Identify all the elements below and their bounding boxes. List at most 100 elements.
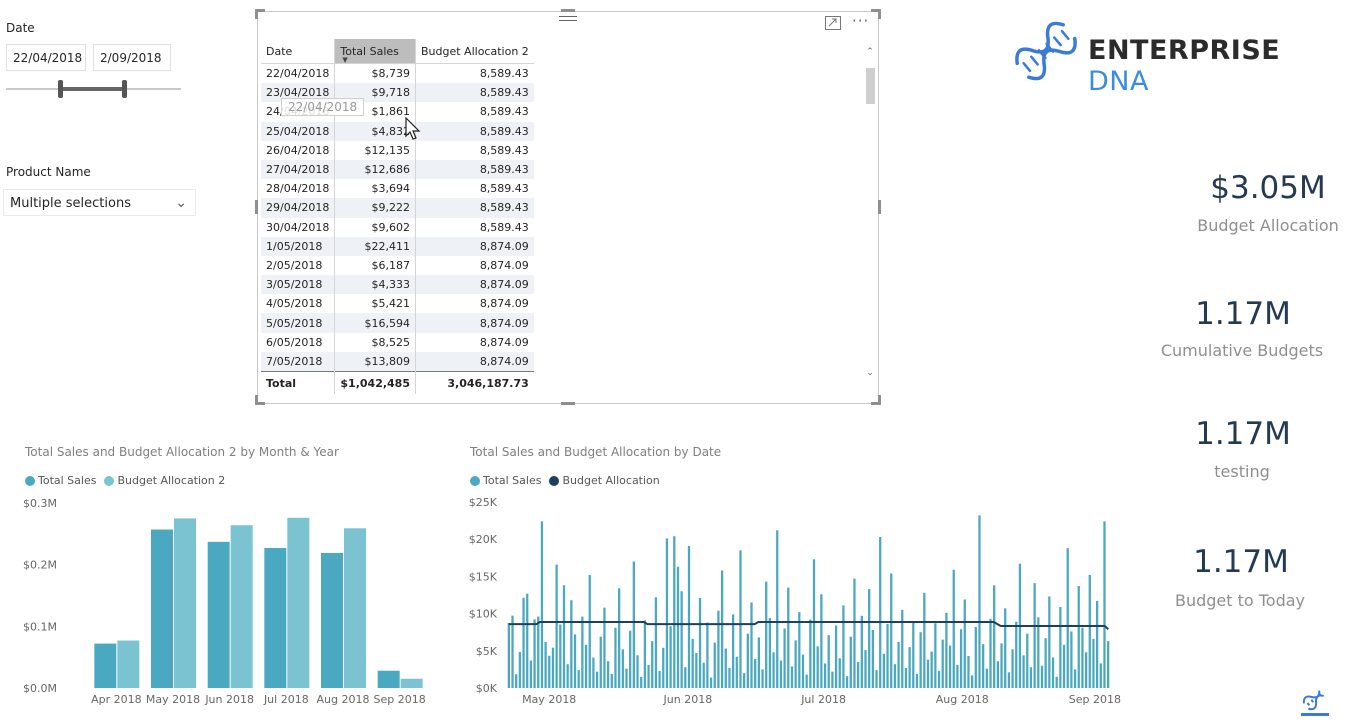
resize-handle-bottom-right-v[interactable]: [878, 395, 881, 405]
cell-date: 7/05/2018: [261, 351, 336, 372]
monthly-bar-chart[interactable]: $0.0M $0.1M $0.2M $0.3M Apr 2018 May 2018 Jun …: [0, 490, 440, 715]
resize-handle-top-left-v[interactable]: [255, 9, 258, 19]
resize-handle-left[interactable]: [255, 200, 258, 214]
column-total-sales: [893, 664, 897, 688]
cell-date: 1/05/2018: [261, 236, 336, 256]
resize-handle-top-right[interactable]: [871, 9, 881, 12]
table-row[interactable]: 28/04/2018 $3,694 8,589.43: [261, 179, 534, 199]
product-name-dropdown[interactable]: Multiple selections ⌄: [3, 189, 196, 216]
column-total-sales: [970, 675, 974, 688]
focus-mode-icon[interactable]: [825, 15, 841, 30]
bar-total-sales: [264, 548, 287, 688]
resize-handle-bottom[interactable]: [561, 402, 575, 405]
column-total-sales: [993, 585, 996, 688]
cell-date: 26/04/2018: [261, 140, 336, 160]
table-row[interactable]: 2/05/2018 $6,187 8,874.09: [261, 255, 534, 276]
legend-label: Budget Allocation 2: [117, 474, 226, 487]
cell-total-sales: $4,333: [334, 275, 416, 295]
column-total-sales: [529, 660, 533, 688]
cell-total-sales: $12,686: [334, 159, 416, 180]
table-row[interactable]: 3/05/2018 $4,333 8,874.09: [261, 275, 534, 295]
total-sales-value: $1,042,485: [334, 371, 416, 394]
column-total-sales: [713, 642, 716, 688]
enterprise-dna-logo: ENTERPRISE DNA: [1088, 35, 1345, 97]
column-total-sales: [809, 619, 812, 688]
table-row[interactable]: 30/04/2018 $9,602 8,589.43: [261, 217, 534, 237]
table-row[interactable]: 7/05/2018 $13,809 8,874.09: [261, 351, 534, 372]
resize-handle-top-right-v[interactable]: [878, 9, 881, 19]
column-header-date[interactable]: Date: [261, 39, 336, 64]
column-total-sales: [720, 570, 724, 688]
x-tick-label: Jul 2018: [263, 693, 309, 706]
table-row[interactable]: 29/04/2018 $9,222 8,589.43: [261, 198, 534, 218]
resize-handle-bottom-right[interactable]: [871, 402, 881, 405]
bar-total-sales: [151, 529, 173, 688]
table-row[interactable]: 4/05/2018 $5,421 8,874.09: [261, 294, 534, 314]
subscribe-dna-icon[interactable]: [1300, 686, 1330, 722]
cell-date: 5/05/2018: [261, 313, 336, 333]
column-total-sales: [592, 657, 595, 688]
resize-handle-top[interactable]: [561, 9, 575, 12]
column-total-sales: [901, 609, 904, 688]
table-total-row: Total $1,042,485 3,046,187.73: [261, 371, 534, 394]
drag-handle-icon[interactable]: [559, 14, 577, 23]
cell-budget-allocation-2: 8,589.43: [415, 121, 534, 141]
column-total-sales: [511, 615, 514, 688]
column-total-sales: [890, 573, 893, 688]
column-total-sales: [687, 545, 691, 688]
column-total-sales: [709, 677, 713, 688]
table-row[interactable]: 6/05/2018 $8,525 8,874.09: [261, 332, 534, 352]
cell-total-sales: $12,135: [334, 140, 416, 160]
table-row[interactable]: 22/04/2018 $8,739 8,589.43: [261, 63, 534, 84]
scroll-up-icon[interactable]: ⌃: [866, 47, 874, 57]
table-row[interactable]: 27/04/2018 $12,686 8,589.43: [261, 159, 534, 180]
column-total-sales: [584, 644, 588, 688]
column-header-total-sales[interactable]: Total Sales ▼: [334, 39, 416, 64]
date-slider-end-handle[interactable]: [122, 80, 127, 98]
legend-item-budget-allocation-2[interactable]: Budget Allocation 2: [104, 474, 225, 487]
y-tick-label: $0.2M: [23, 559, 57, 572]
product-slicer-title: Product Name: [6, 165, 91, 179]
monthly-chart-title: Total Sales and Budget Allocation 2 by M…: [25, 445, 339, 459]
table-row[interactable]: 23/04/2018 $9,718 8,589.43: [261, 83, 534, 103]
chevron-down-icon: ⌄: [175, 195, 187, 211]
column-total-sales: [816, 646, 819, 688]
date-end-input[interactable]: 2/09/2018: [93, 44, 171, 71]
date-slider-start-handle[interactable]: [58, 80, 63, 98]
column-total-sales: [812, 559, 816, 688]
table-row[interactable]: 26/04/2018 $12,135 8,589.43: [261, 140, 534, 160]
column-total-sales: [570, 600, 573, 688]
table-row[interactable]: 1/05/2018 $22,411 8,874.09: [261, 236, 534, 256]
resize-handle-right[interactable]: [878, 200, 881, 214]
cell-budget-allocation-2: 8,874.09: [415, 313, 534, 333]
column-total-sales: [595, 671, 599, 688]
resize-handle-top-left[interactable]: [255, 9, 265, 12]
column-total-sales: [967, 656, 970, 688]
card-testing-value: 1.17M: [1195, 416, 1291, 452]
resize-handle-bottom-left[interactable]: [255, 402, 265, 405]
cell-budget-allocation-2: 8,874.09: [415, 351, 534, 372]
table-row[interactable]: 25/04/2018 $4,832 8,589.43: [261, 121, 534, 141]
date-start-input[interactable]: 22/04/2018: [6, 44, 86, 71]
column-total-sales: [871, 629, 874, 688]
legend-label: Total Sales: [38, 474, 97, 487]
legend-item-total-sales[interactable]: Total Sales: [25, 474, 96, 487]
scroll-down-icon[interactable]: ⌄: [866, 368, 874, 378]
dna-logo-icon: [1010, 20, 1082, 86]
daily-combo-chart[interactable]: $0K $5K $10K $15K $20K $25K May 2018 Jun 2018 Ju…: [460, 490, 1140, 715]
legend-item-total-sales[interactable]: Total Sales: [470, 474, 541, 487]
cell-budget-allocation-2: 8,874.09: [479, 258, 529, 272]
column-total-sales: [728, 667, 731, 688]
table-scrollbar[interactable]: ⌃ ⌄: [864, 45, 876, 385]
column-total-sales: [912, 621, 915, 688]
resize-handle-bottom-left-v[interactable]: [255, 395, 258, 405]
scrollbar-thumb[interactable]: [866, 68, 875, 104]
column-total-sales: [618, 588, 621, 688]
more-options-icon[interactable]: ···: [852, 12, 870, 30]
column-total-sales: [1092, 638, 1095, 688]
cell-total-sales: $9,718: [334, 83, 416, 103]
table-row[interactable]: 5/05/2018 $16,594 8,874.09: [261, 313, 534, 333]
column-header-budget-allocation-2[interactable]: Budget Allocation 2: [415, 39, 534, 64]
legend-item-budget-allocation[interactable]: Budget Allocation: [549, 474, 660, 487]
column-total-sales: [798, 612, 801, 688]
